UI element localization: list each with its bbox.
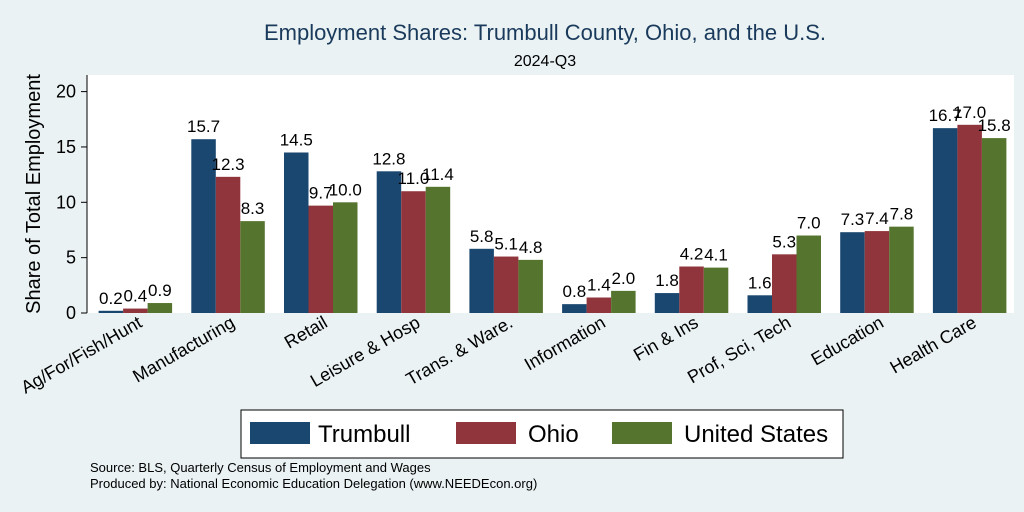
y-ticks: 0 5 10 15 20 bbox=[56, 82, 87, 323]
legend-swatch-ohio bbox=[456, 422, 516, 444]
bar-trumbull-education bbox=[840, 232, 865, 313]
data-label-ohio-prof-sci-tech: 5.3 bbox=[772, 232, 796, 251]
y-tick-label-20: 20 bbox=[56, 82, 76, 102]
chart-title: Employment Shares: Trumbull County, Ohio… bbox=[264, 20, 826, 45]
y-tick-label-10: 10 bbox=[56, 192, 76, 212]
bar-united-states-prof-sci-tech bbox=[796, 235, 821, 313]
data-label-trumbull-manufacturing: 15.7 bbox=[187, 117, 220, 136]
bar-trumbull-health-care bbox=[932, 128, 958, 313]
data-label-trumbull-retail: 14.5 bbox=[280, 130, 313, 149]
bar-ohio-manufacturing bbox=[215, 176, 241, 313]
bar-united-states-ag-for-fish-hunt bbox=[147, 303, 173, 313]
y-axis-label: Share of Total Employment bbox=[23, 74, 45, 314]
producer-note: Produced by: National Economic Education… bbox=[90, 476, 537, 491]
data-label-trumbull-information: 0.8 bbox=[563, 282, 587, 301]
bars bbox=[98, 124, 1007, 313]
data-label-trumbull-fin-ins: 1.8 bbox=[655, 271, 679, 290]
data-label-ohio-retail: 9.7 bbox=[309, 184, 333, 203]
data-label-trumbull-prof-sci-tech: 1.6 bbox=[748, 273, 772, 292]
legend: Trumbull Ohio United States bbox=[240, 409, 844, 459]
data-label-ohio-information: 1.4 bbox=[587, 276, 611, 295]
bar-trumbull-leisure-hosp bbox=[376, 171, 402, 313]
legend-label-ohio: Ohio bbox=[528, 421, 579, 448]
bar-ohio-prof-sci-tech bbox=[772, 254, 797, 313]
data-label-united-states-information: 2.0 bbox=[612, 269, 636, 288]
y-tick-label-15: 15 bbox=[56, 137, 76, 157]
data-label-united-states-education: 7.8 bbox=[890, 205, 914, 224]
data-labels: 0.2 0.4 0.915.712.38.314.59.710.012.811.01… bbox=[99, 103, 1011, 308]
data-label-trumbull-trans-ware: 5.8 bbox=[470, 227, 494, 246]
bar-united-states-health-care bbox=[981, 138, 1007, 313]
bar-united-states-leisure-hosp bbox=[425, 186, 451, 313]
bar-trumbull-information bbox=[562, 304, 587, 313]
y-tick-label-5: 5 bbox=[66, 248, 76, 268]
data-label-trumbull-health-care: 16.7 bbox=[929, 106, 962, 125]
data-label-ohio-education: 7.4 bbox=[865, 209, 889, 228]
data-label-ohio-trans-ware: 5.1 bbox=[494, 235, 518, 254]
chart-subtitle: 2024-Q3 bbox=[514, 53, 576, 70]
data-label-united-states-prof-sci-tech: 7.0 bbox=[797, 214, 821, 233]
data-label-trumbull-leisure-hosp: 12.8 bbox=[372, 149, 405, 168]
bar-ohio-fin-ins bbox=[679, 266, 704, 313]
data-label-ohio-manufacturing: 12.3 bbox=[212, 155, 245, 174]
data-label-united-states-health-care: 15.8 bbox=[978, 116, 1011, 135]
data-label-ohio-leisure-hosp: 11.0 bbox=[398, 169, 430, 188]
bar-united-states-retail bbox=[333, 202, 358, 313]
bar-trumbull-trans-ware bbox=[469, 248, 494, 313]
bar-united-states-information bbox=[611, 290, 636, 313]
bar-united-states-manufacturing bbox=[240, 221, 265, 313]
data-label-united-states-ag-for-fish-hunt: 0.9 bbox=[148, 281, 172, 300]
bar-ohio-retail bbox=[308, 205, 333, 313]
data-label-united-states-manufacturing: 8.3 bbox=[241, 199, 265, 218]
legend-swatch-trumbull bbox=[250, 422, 310, 444]
bar-ohio-leisure-hosp bbox=[401, 191, 426, 313]
bar-ohio-ag-for-fish-hunt bbox=[123, 308, 148, 313]
legend-box bbox=[240, 409, 844, 459]
bar-trumbull-prof-sci-tech bbox=[747, 295, 772, 313]
bar-trumbull-ag-for-fish-hunt bbox=[98, 310, 124, 313]
data-label-united-states-trans-ware: 4.8 bbox=[519, 238, 543, 257]
bar-ohio-health-care bbox=[957, 124, 982, 313]
bar-trumbull-fin-ins bbox=[654, 293, 680, 313]
bar-trumbull-manufacturing bbox=[191, 139, 216, 313]
data-label-trumbull-education: 7.3 bbox=[841, 210, 865, 229]
legend-label-trumbull: Trumbull bbox=[318, 421, 410, 448]
data-label-ohio-ag-for-fish-hunt: 0.4 bbox=[124, 287, 148, 306]
source-note: Source: BLS, Quarterly Census of Employm… bbox=[90, 460, 431, 475]
bar-ohio-information bbox=[586, 297, 612, 313]
bar-ohio-trans-ware bbox=[493, 256, 519, 313]
y-tick-label-0: 0 bbox=[66, 303, 76, 323]
legend-label-united-states: United States bbox=[684, 421, 828, 448]
data-label-trumbull-ag-for-fish-hunt: 0.2 bbox=[99, 289, 123, 308]
bar-united-states-education bbox=[889, 226, 914, 313]
data-label-united-states-retail: 10.0 bbox=[329, 180, 362, 199]
data-label-ohio-health-care: 17.0 bbox=[953, 103, 986, 122]
bar-ohio-education bbox=[864, 231, 890, 313]
legend-swatch-united-states bbox=[612, 422, 672, 444]
bar-trumbull-retail bbox=[284, 152, 309, 313]
bar-united-states-trans-ware bbox=[518, 259, 543, 313]
data-label-united-states-fin-ins: 4.1 bbox=[704, 246, 728, 265]
data-label-ohio-fin-ins: 4.2 bbox=[680, 245, 704, 264]
bar-united-states-fin-ins bbox=[703, 267, 729, 313]
data-label-united-states-leisure-hosp: 11.4 bbox=[422, 165, 454, 184]
